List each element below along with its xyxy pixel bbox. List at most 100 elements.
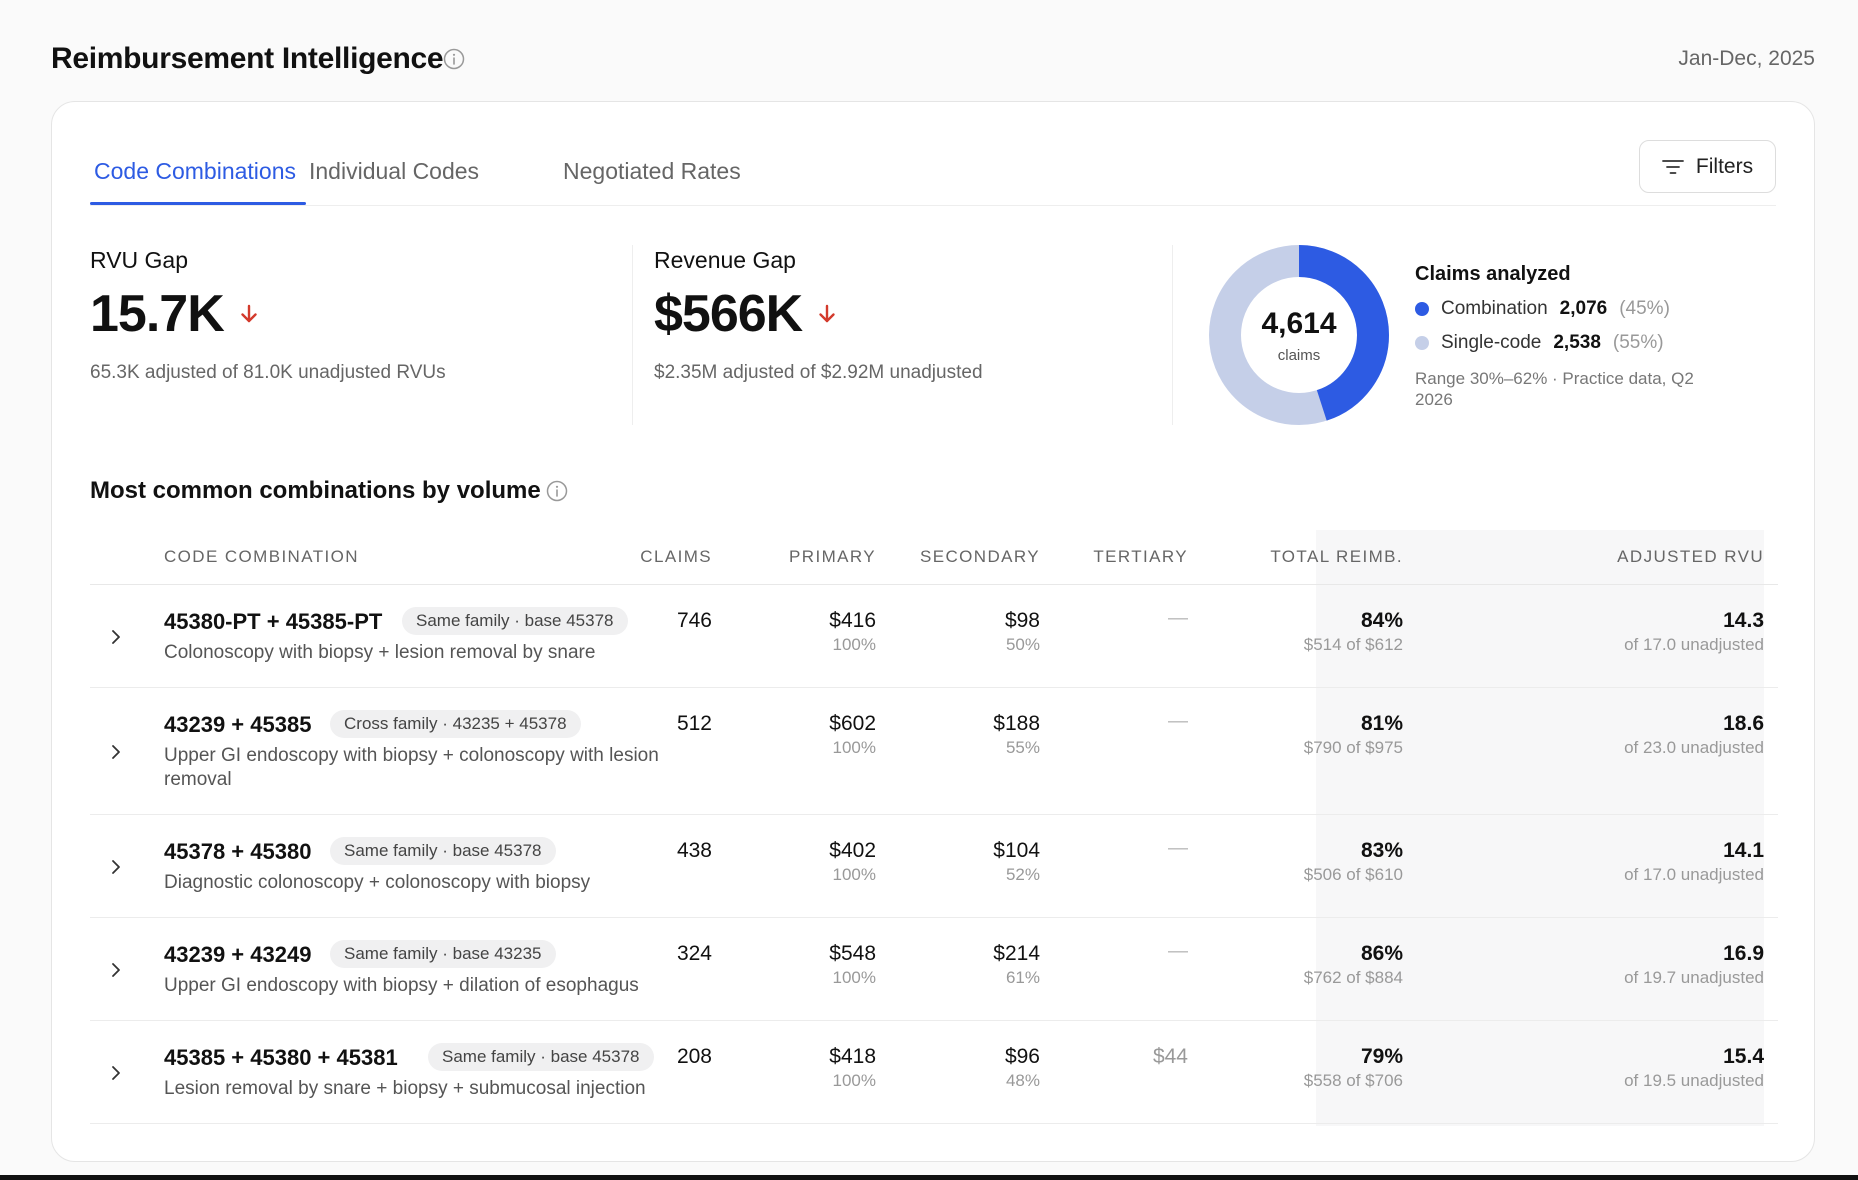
tertiary-empty: —: [1168, 710, 1188, 732]
legend-count: 2,076: [1559, 298, 1608, 319]
column-header-total-reimb[interactable]: TOTAL REIMB.: [1270, 547, 1403, 566]
chevron-right-icon[interactable]: [108, 1065, 124, 1081]
tertiary-empty: —: [1168, 940, 1188, 962]
primary-amount: $416: [829, 609, 876, 632]
secondary-percent: 50%: [1005, 635, 1040, 654]
claims-count: 438: [676, 839, 712, 862]
active-tab-indicator: [90, 202, 306, 205]
table-row[interactable]: 43239 + 43249 Same family · base 43235 Upp…: [90, 918, 1778, 1021]
arrow-down-icon: [241, 304, 257, 323]
table-row[interactable]: 45378 + 45380 Same family · base 45378 Dia…: [90, 815, 1778, 918]
date-range[interactable]: Jan-Dec, 2025: [1678, 47, 1815, 70]
primary-percent: 100%: [832, 1071, 876, 1090]
secondary-amount: $98: [1004, 609, 1040, 632]
adjusted-rvu-unadjusted: of 17.0 unadjusted: [1624, 865, 1764, 884]
primary-percent: 100%: [832, 635, 876, 654]
total-reimb-percent: 81%: [1360, 712, 1403, 735]
adjusted-rvu-value: 16.9: [1723, 942, 1764, 965]
table-row[interactable]: 45385 + 45380 + 45381 Same family · base …: [90, 1021, 1778, 1124]
primary-percent: 100%: [832, 968, 876, 987]
chevron-right-icon[interactable]: [108, 629, 124, 645]
table-body: 45380-PT + 45385-PT Same family · base 45…: [90, 585, 1778, 1124]
combination-description: Upper GI endoscopy with biopsy + colonos…: [164, 745, 659, 790]
tab-negotiated-rates[interactable]: Negotiated Rates: [563, 158, 741, 184]
adjusted-rvu-value: 15.4: [1723, 1045, 1764, 1068]
tertiary-empty: —: [1168, 607, 1188, 629]
page-header: Reimbursement Intelligence Jan-Dec, 2025: [51, 40, 1815, 80]
total-reimb-amount: $762 of $884: [1303, 968, 1403, 987]
code-combination: 45380-PT + 45385-PT: [164, 609, 383, 634]
column-header-tertiary[interactable]: TERTIARY: [1093, 547, 1188, 566]
code-combination: 45378 + 45380: [164, 839, 312, 864]
adjusted-rvu-value: 14.3: [1723, 609, 1764, 632]
kpi-label: Revenue Gap: [654, 247, 796, 273]
filters-label: Filters: [1695, 154, 1754, 178]
info-icon[interactable]: [443, 48, 465, 70]
kpi-revenue-gap: Revenue Gap $566K $2.35M adjusted of $2.…: [654, 247, 983, 384]
table-row[interactable]: 45380-PT + 45385-PT Same family · base 45…: [90, 585, 1778, 688]
secondary-percent: 52%: [1005, 865, 1040, 884]
total-reimb-percent: 83%: [1360, 839, 1403, 862]
adjusted-rvu-unadjusted: of 17.0 unadjusted: [1624, 635, 1764, 654]
family-badge: Same family · base 45378: [330, 837, 556, 865]
claims-total-label: claims: [1277, 347, 1321, 364]
legend-label: Single-code: [1441, 332, 1542, 353]
chevron-right-icon[interactable]: [108, 859, 124, 875]
column-header-combination[interactable]: CODE COMBINATION: [164, 547, 359, 566]
family-badge: Cross family · 43235 + 45378: [330, 710, 581, 738]
legend-dot: [1415, 302, 1429, 316]
filters-button[interactable]: Filters: [1639, 140, 1776, 193]
code-combination: 45385 + 45380 + 45381: [164, 1045, 398, 1070]
total-reimb-amount: $790 of $975: [1303, 738, 1403, 757]
kpi-label: RVU Gap: [90, 247, 189, 273]
adjusted-rvu-unadjusted: of 19.5 unadjusted: [1624, 1071, 1764, 1090]
column-header-secondary[interactable]: SECONDARY: [920, 547, 1040, 566]
tab-individual-codes[interactable]: Individual Codes: [309, 158, 480, 184]
claims-count: 208: [676, 1045, 712, 1068]
claims-legend: Claims analyzed Combination 2,076 (45%) …: [1415, 263, 1735, 411]
divider: [632, 245, 633, 425]
filter-icon: [1662, 159, 1684, 174]
combination-description: Diagnostic colonoscopy + colonoscopy wit…: [164, 872, 591, 893]
legend-count: 2,538: [1553, 332, 1601, 353]
claims-donut-chart: 4,614 claims: [1207, 243, 1391, 427]
arrow-down-icon: [819, 304, 835, 323]
claims-count: 746: [676, 609, 712, 632]
tab-code-combinations[interactable]: Code Combinations: [94, 158, 297, 184]
main-card: Code Combinations Individual Codes Negot…: [51, 101, 1815, 1162]
adjusted-rvu-value: 14.1: [1723, 839, 1764, 862]
secondary-amount: $214: [993, 942, 1040, 965]
secondary-amount: $96: [1004, 1045, 1040, 1068]
chevron-right-icon[interactable]: [108, 744, 124, 760]
legend-percent: (55%): [1612, 332, 1664, 353]
secondary-percent: 48%: [1005, 1071, 1040, 1090]
secondary-amount: $188: [993, 712, 1040, 735]
highlighted-columns-background: [1316, 530, 1764, 1126]
total-reimb-amount: $514 of $612: [1303, 635, 1403, 654]
primary-amount: $418: [829, 1045, 876, 1068]
tab-bar: Code Combinations Individual Codes Negot…: [90, 102, 1776, 206]
info-icon[interactable]: [546, 480, 568, 502]
column-header-primary[interactable]: PRIMARY: [789, 547, 876, 566]
legend-percent: (45%): [1619, 298, 1670, 319]
legend-dot: [1415, 336, 1429, 350]
table-row[interactable]: 43239 + 45385 Cross family · 43235 + 4537…: [90, 688, 1778, 815]
bottom-edge: [0, 1175, 1858, 1180]
section-title: Most common combinations by volume: [90, 477, 541, 504]
column-header-adjusted-rvu[interactable]: ADJUSTED RVU: [1617, 547, 1764, 566]
secondary-percent: 61%: [1005, 968, 1040, 987]
total-reimb-amount: $558 of $706: [1303, 1071, 1403, 1090]
column-header-claims[interactable]: CLAIMS: [640, 547, 712, 566]
legend-note: Range 30%–62% · Practice data, Q2 2026: [1415, 369, 1694, 410]
legend-item-single-code: Single-code 2,538 (55%): [1415, 332, 1735, 354]
family-badge: Same family · base 45378: [402, 607, 628, 635]
total-reimb-percent: 86%: [1360, 942, 1403, 965]
adjusted-rvu-unadjusted: of 19.7 unadjusted: [1624, 968, 1764, 987]
code-combination: 43239 + 45385: [164, 712, 312, 737]
kpi-subtext: 65.3K adjusted of 81.0K unadjusted RVUs: [90, 362, 446, 383]
total-reimb-percent: 84%: [1360, 609, 1403, 632]
kpi-value: 15.7K: [90, 285, 225, 343]
chevron-right-icon[interactable]: [108, 962, 124, 978]
tertiary-amount: $44: [1152, 1045, 1188, 1068]
legend-label: Combination: [1441, 298, 1548, 319]
